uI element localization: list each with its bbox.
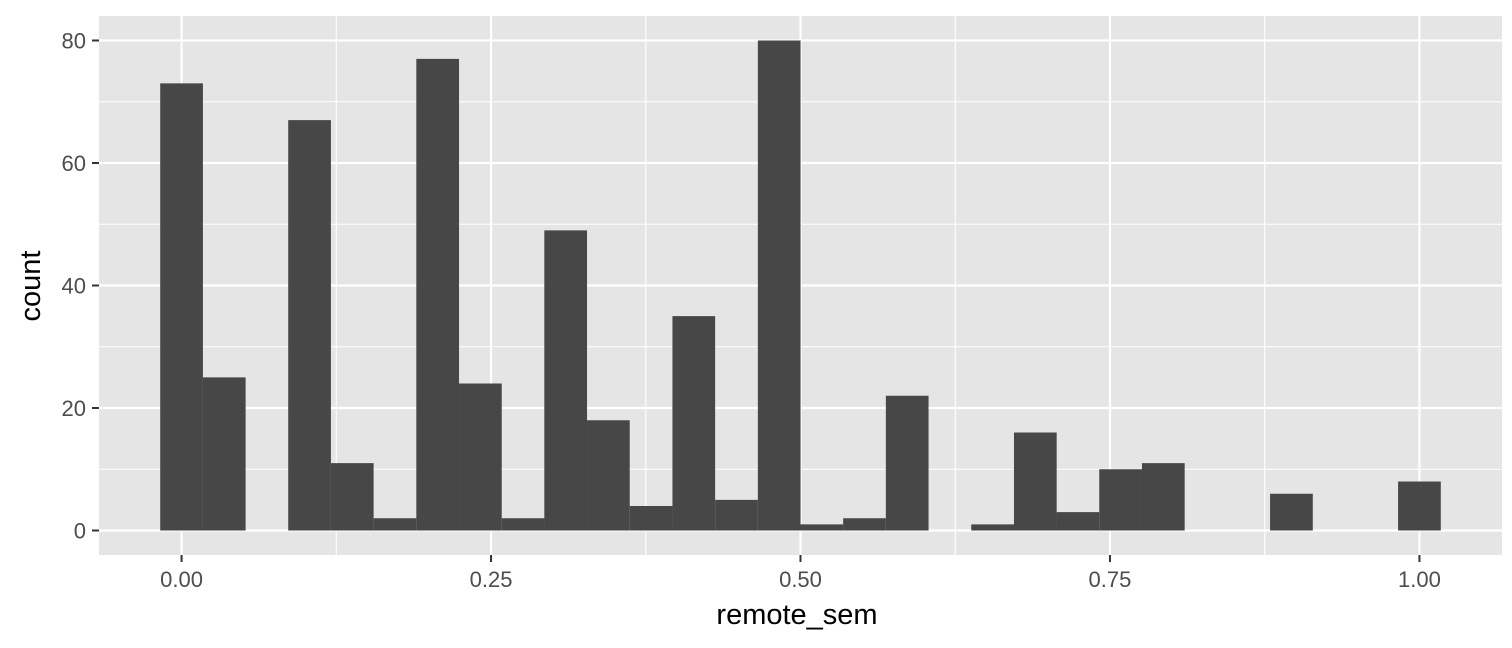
x-tick-label: 0.25 [470,567,513,592]
histogram-bar [1013,432,1057,531]
x-axis: 0.00 0.25 0.50 0.75 1.00 [160,555,1441,592]
y-axis: 0 20 40 60 80 [62,29,99,544]
histogram-bar [587,420,630,531]
y-axis-title: count [15,251,47,322]
x-tick-label: 0.75 [1089,567,1132,592]
histogram-bars [160,40,1441,531]
x-tick-label: 1.00 [1398,567,1441,592]
histogram-bar [1056,512,1100,531]
histogram-bar [330,463,374,531]
histogram-bar [373,518,417,531]
histogram-bar [459,383,502,531]
histogram-bar [416,58,460,531]
histogram-bar [1398,481,1441,531]
x-axis-title: remote_sem [716,599,877,631]
y-tick-label: 40 [62,274,86,299]
histogram-bar [288,120,331,531]
y-tick-label: 60 [62,151,86,176]
histogram-bar [672,316,716,531]
histogram-bar [757,40,801,531]
y-tick-label: 80 [62,29,86,54]
y-tick-label: 20 [62,396,86,421]
histogram-bar [202,377,246,531]
histogram-bar [1270,493,1313,531]
histogram-bar [544,230,588,531]
histogram-bar [1141,463,1185,531]
histogram-bar [885,395,929,531]
x-tick-label: 0.50 [779,567,822,592]
histogram-bar [715,499,758,531]
histogram-bar [160,83,203,531]
y-tick-label: 0 [74,519,86,544]
histogram-bar [971,524,1014,531]
histogram-bar [843,518,886,531]
histogram-bar [501,518,545,531]
x-tick-label: 0.00 [160,567,203,592]
histogram-bar [800,524,844,531]
histogram-bar [1099,469,1142,531]
histogram-bar [629,506,673,531]
